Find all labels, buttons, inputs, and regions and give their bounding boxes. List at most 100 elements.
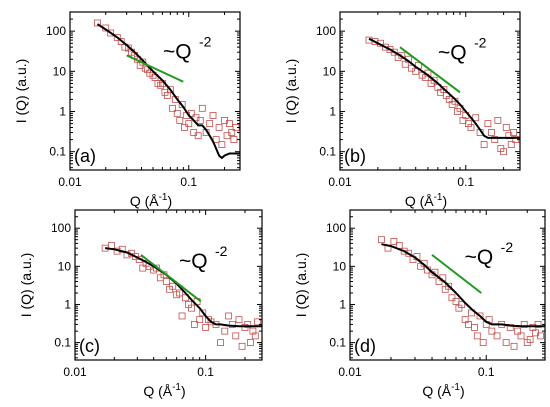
data-point [176,117,184,124]
y-tick-label: 1 [59,105,66,119]
data-point [249,327,257,335]
data-point [494,117,502,124]
data-point [169,282,177,290]
y-tick-label: 0.1 [329,336,346,350]
slope-annotation-exponent: -2 [215,243,228,259]
slope-annotation-exponent: -2 [199,34,212,50]
data-point [218,141,226,149]
data-point [534,321,542,328]
y-tick-label: 10 [333,259,347,273]
y-tick-label: 0.1 [319,145,336,159]
data-point [238,342,246,350]
data-point [537,332,544,340]
y-tick-label: 1 [339,297,346,311]
slope-annotation: ~Q [163,41,192,64]
data-point [390,48,398,56]
data-point [190,321,198,328]
data-point [196,316,204,324]
data-point [185,120,193,128]
data-point [493,332,501,340]
data-point [246,339,254,347]
data-point [472,114,480,122]
x-tick-label: 0.01 [338,365,362,379]
panel-c: ~Q -2 0.01 0.1 0.1 1 10 100 (c) Q (Å-1) I (Q) (a.u… [18,209,263,399]
y-tick-label: 10 [323,64,337,78]
fit-curve [381,243,545,328]
data-point [202,324,210,331]
data-point [510,342,518,350]
data-point [452,298,460,305]
data-point [488,327,496,335]
power-law-guide-line [399,46,461,94]
data-point [526,336,534,343]
y-axis-label: I (Q) (a.u.) [283,59,299,124]
data-point [176,289,183,297]
slope-annotation: ~Q [179,250,208,273]
data-point [230,136,238,143]
x-tick-label: 0.1 [197,365,214,379]
data-point [244,321,252,328]
data-point [207,318,215,326]
x-tick-label: 0.1 [457,175,474,189]
data-point [169,104,176,112]
data-point [254,318,262,326]
x-axis-label: Q (Å-1) [405,192,447,209]
y-tick-label: 10 [53,64,67,78]
data-point [198,104,206,112]
slope-annotation: ~Q [438,42,467,65]
fit-curve [104,247,262,328]
plot-frame [349,209,546,361]
x-tick-label: 0.01 [63,365,87,379]
data-point [476,312,484,320]
data-point [157,81,165,89]
data-point [510,129,517,136]
data-point [507,141,515,149]
data-point [390,238,398,245]
y-tick-label: 10 [58,259,72,273]
panel-label: (a) [74,146,96,166]
data-point [93,19,101,27]
x-tick-label: 0.01 [328,175,352,189]
data-point [473,332,481,340]
data-point [221,327,229,335]
x-axis-label: Q (Å-1) [422,382,464,399]
data-point [488,129,495,136]
data-point [405,249,413,257]
plot-frame [74,209,263,361]
data-point [228,321,236,328]
x-axis-label: Q (Å-1) [130,192,172,209]
y-tick-label: 100 [46,24,66,38]
data-point [506,324,514,331]
x-tick-label: 0.1 [180,175,197,189]
x-axis-label: Q (Å-1) [143,382,185,399]
data-point [502,124,510,131]
data-point [382,43,389,51]
data-point [178,101,186,108]
data-point [178,312,186,320]
y-tick-label: 1 [329,105,336,119]
data-point [480,141,488,149]
plot-frame [339,11,521,171]
data-point [251,332,259,340]
data-point [199,309,207,317]
fit-curve [96,23,240,160]
data-point [162,278,170,285]
data-point [113,33,121,41]
y-tick-label: 1 [64,297,71,311]
panel-d: ~Q -2 0.01 0.1 0.1 1 10 100 (d) Q (Å-1) I (Q) (a.u… [293,209,546,399]
data-point [217,339,224,347]
y-tick-label: 0.1 [49,145,66,159]
slope-annotation-exponent: -2 [474,35,487,51]
data-point [491,136,499,143]
data-point [212,136,220,143]
data-point [484,120,492,128]
panel-label: (c) [79,336,100,356]
y-axis-label: I (Q) (a.u.) [18,253,34,318]
data-point [206,120,214,128]
data-point [448,294,456,302]
x-tick-label: 0.01 [58,175,82,189]
data-point [226,120,233,128]
data-point [430,76,438,84]
y-tick-label: 100 [51,221,71,235]
